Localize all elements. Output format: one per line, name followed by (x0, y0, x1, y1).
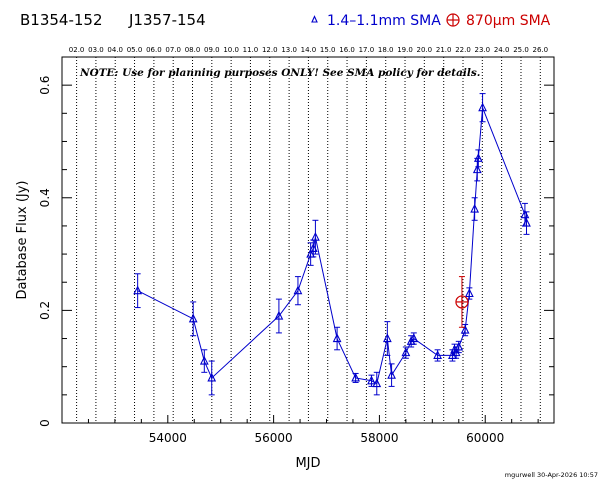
axis-ticks: 54000 56000 58000 60000 0 0.2 0.4 0.6 (38, 56, 554, 445)
data-point-triangle (293, 285, 303, 295)
series-layer (133, 93, 531, 396)
x-tick-label: 54000 (149, 431, 187, 445)
data-point-triangle (274, 310, 284, 320)
top-tick-label: 05.0 (127, 46, 143, 54)
y-tick-label: 0 (38, 419, 52, 427)
top-tick-label: 03.0 (88, 46, 104, 54)
data-point-triangle (409, 333, 419, 343)
top-tick-label: 07.0 (165, 46, 181, 54)
top-tick-label: 09.0 (204, 46, 220, 54)
planning-note: NOTE: Use for planning purposes ONLY! Se… (79, 67, 480, 79)
legend-red-label: 870μm SMA (466, 13, 551, 29)
x-axis-label: MJD (295, 456, 320, 471)
legend: 1.4–1.1mm SMA 870μm SMA (311, 13, 551, 29)
data-point-triangle (470, 203, 480, 213)
data-point-triangle (367, 375, 376, 385)
data-point-circle-plus (455, 295, 469, 309)
x-tick-label: 56000 (255, 431, 293, 445)
data-point-triangle (478, 102, 487, 112)
top-tick-label: 02.0 (69, 46, 85, 54)
top-tick-label: 13.0 (281, 46, 297, 54)
top-axis: 02.0 03.0 04.0 05.0 06.0 07.0 08.0 09.0 10.0 11.0… (69, 46, 548, 54)
top-tick-label: 11.0 (243, 46, 259, 54)
top-tick-label: 24.0 (494, 46, 510, 54)
alt-source-name: J1357-154 (128, 11, 206, 29)
top-tick-label: 21.0 (436, 46, 452, 54)
data-point-triangle (464, 288, 474, 298)
data-point-triangle (133, 285, 143, 295)
data-point-triangle (387, 369, 396, 379)
data-point-triangle (332, 333, 342, 343)
top-tick-label: 23.0 (475, 46, 491, 54)
data-point-triangle (207, 372, 217, 382)
top-tick-label: 08.0 (185, 46, 201, 54)
top-tick-label: 25.0 (513, 46, 529, 54)
data-point-triangle (372, 378, 382, 388)
data-point-triangle (382, 333, 392, 343)
triangle-icon (311, 15, 318, 23)
top-tick-label: 12.0 (262, 46, 278, 54)
top-tick-label: 14.0 (301, 46, 317, 54)
top-tick-label: 10.0 (223, 46, 239, 54)
y-axis-label: Database Flux (Jy) (15, 181, 30, 300)
data-point-triangle (472, 164, 482, 174)
top-tick-label: 06.0 (146, 46, 162, 54)
top-tick-label: 18.0 (378, 46, 394, 54)
top-tick-label: 20.0 (417, 46, 433, 54)
source-name: B1354-152 (20, 11, 103, 29)
data-point-triangle (311, 231, 320, 241)
top-tick-label: 16.0 (339, 46, 355, 54)
data-point-triangle (522, 217, 531, 227)
y-tick-label: 0.6 (38, 76, 52, 95)
year-dotted-lines (76, 57, 541, 423)
data-point-triangle (473, 153, 483, 162)
footer-credit: mgurwell 30-Apr-2026 10:57 (505, 471, 598, 479)
legend-blue-label: 1.4–1.1mm SMA (327, 13, 441, 29)
circle-plus-icon (446, 13, 460, 27)
top-tick-label: 22.0 (455, 46, 471, 54)
y-tick-label: 0.4 (38, 188, 52, 207)
data-point-triangle (460, 324, 470, 334)
top-tick-label: 19.0 (397, 46, 413, 54)
x-tick-label: 58000 (360, 431, 398, 445)
data-point-triangle (454, 341, 464, 351)
data-point-triangle (188, 313, 198, 323)
top-tick-label: 15.0 (320, 46, 336, 54)
data-point-triangle (199, 355, 209, 365)
top-tick-label: 04.0 (107, 46, 123, 54)
data-point-triangle (351, 372, 361, 382)
data-point-triangle (401, 347, 411, 357)
x-tick-label: 60000 (466, 431, 504, 445)
data-point-triangle (433, 350, 443, 359)
top-tick-label: 17.0 (359, 46, 375, 54)
series-line (137, 107, 527, 385)
top-tick-label: 26.0 (533, 46, 549, 54)
y-tick-label: 0.2 (38, 301, 52, 320)
